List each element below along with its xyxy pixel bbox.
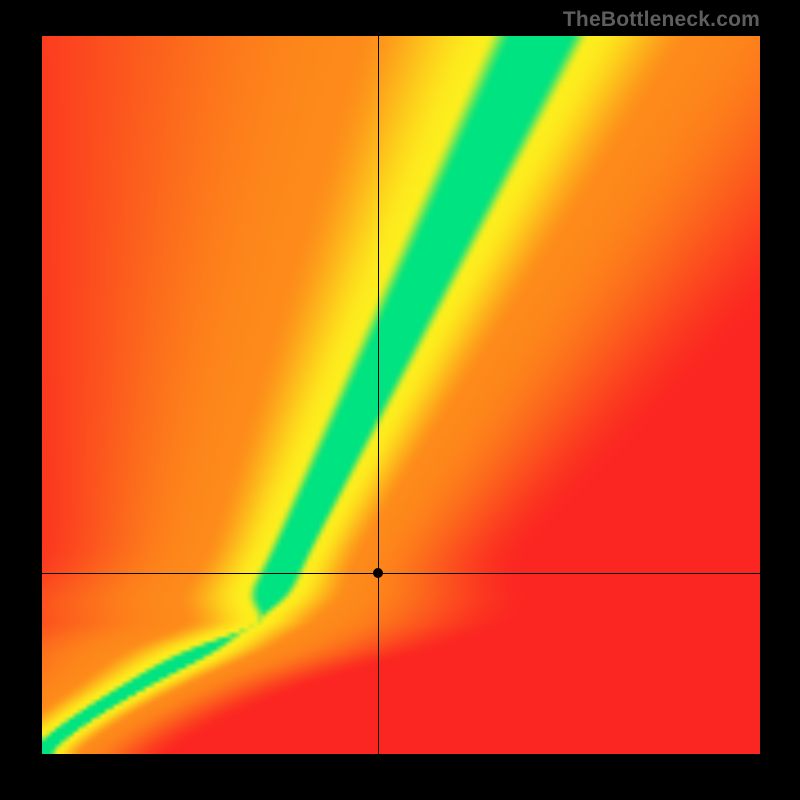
crosshair-marker (373, 568, 383, 578)
crosshair-vertical (378, 36, 379, 754)
watermark-text: TheBottleneck.com (563, 8, 760, 32)
chart-container: TheBottleneck.com (0, 0, 800, 800)
heatmap-plot-area (42, 36, 760, 754)
heatmap-canvas (42, 36, 760, 754)
crosshair-horizontal (42, 573, 760, 574)
